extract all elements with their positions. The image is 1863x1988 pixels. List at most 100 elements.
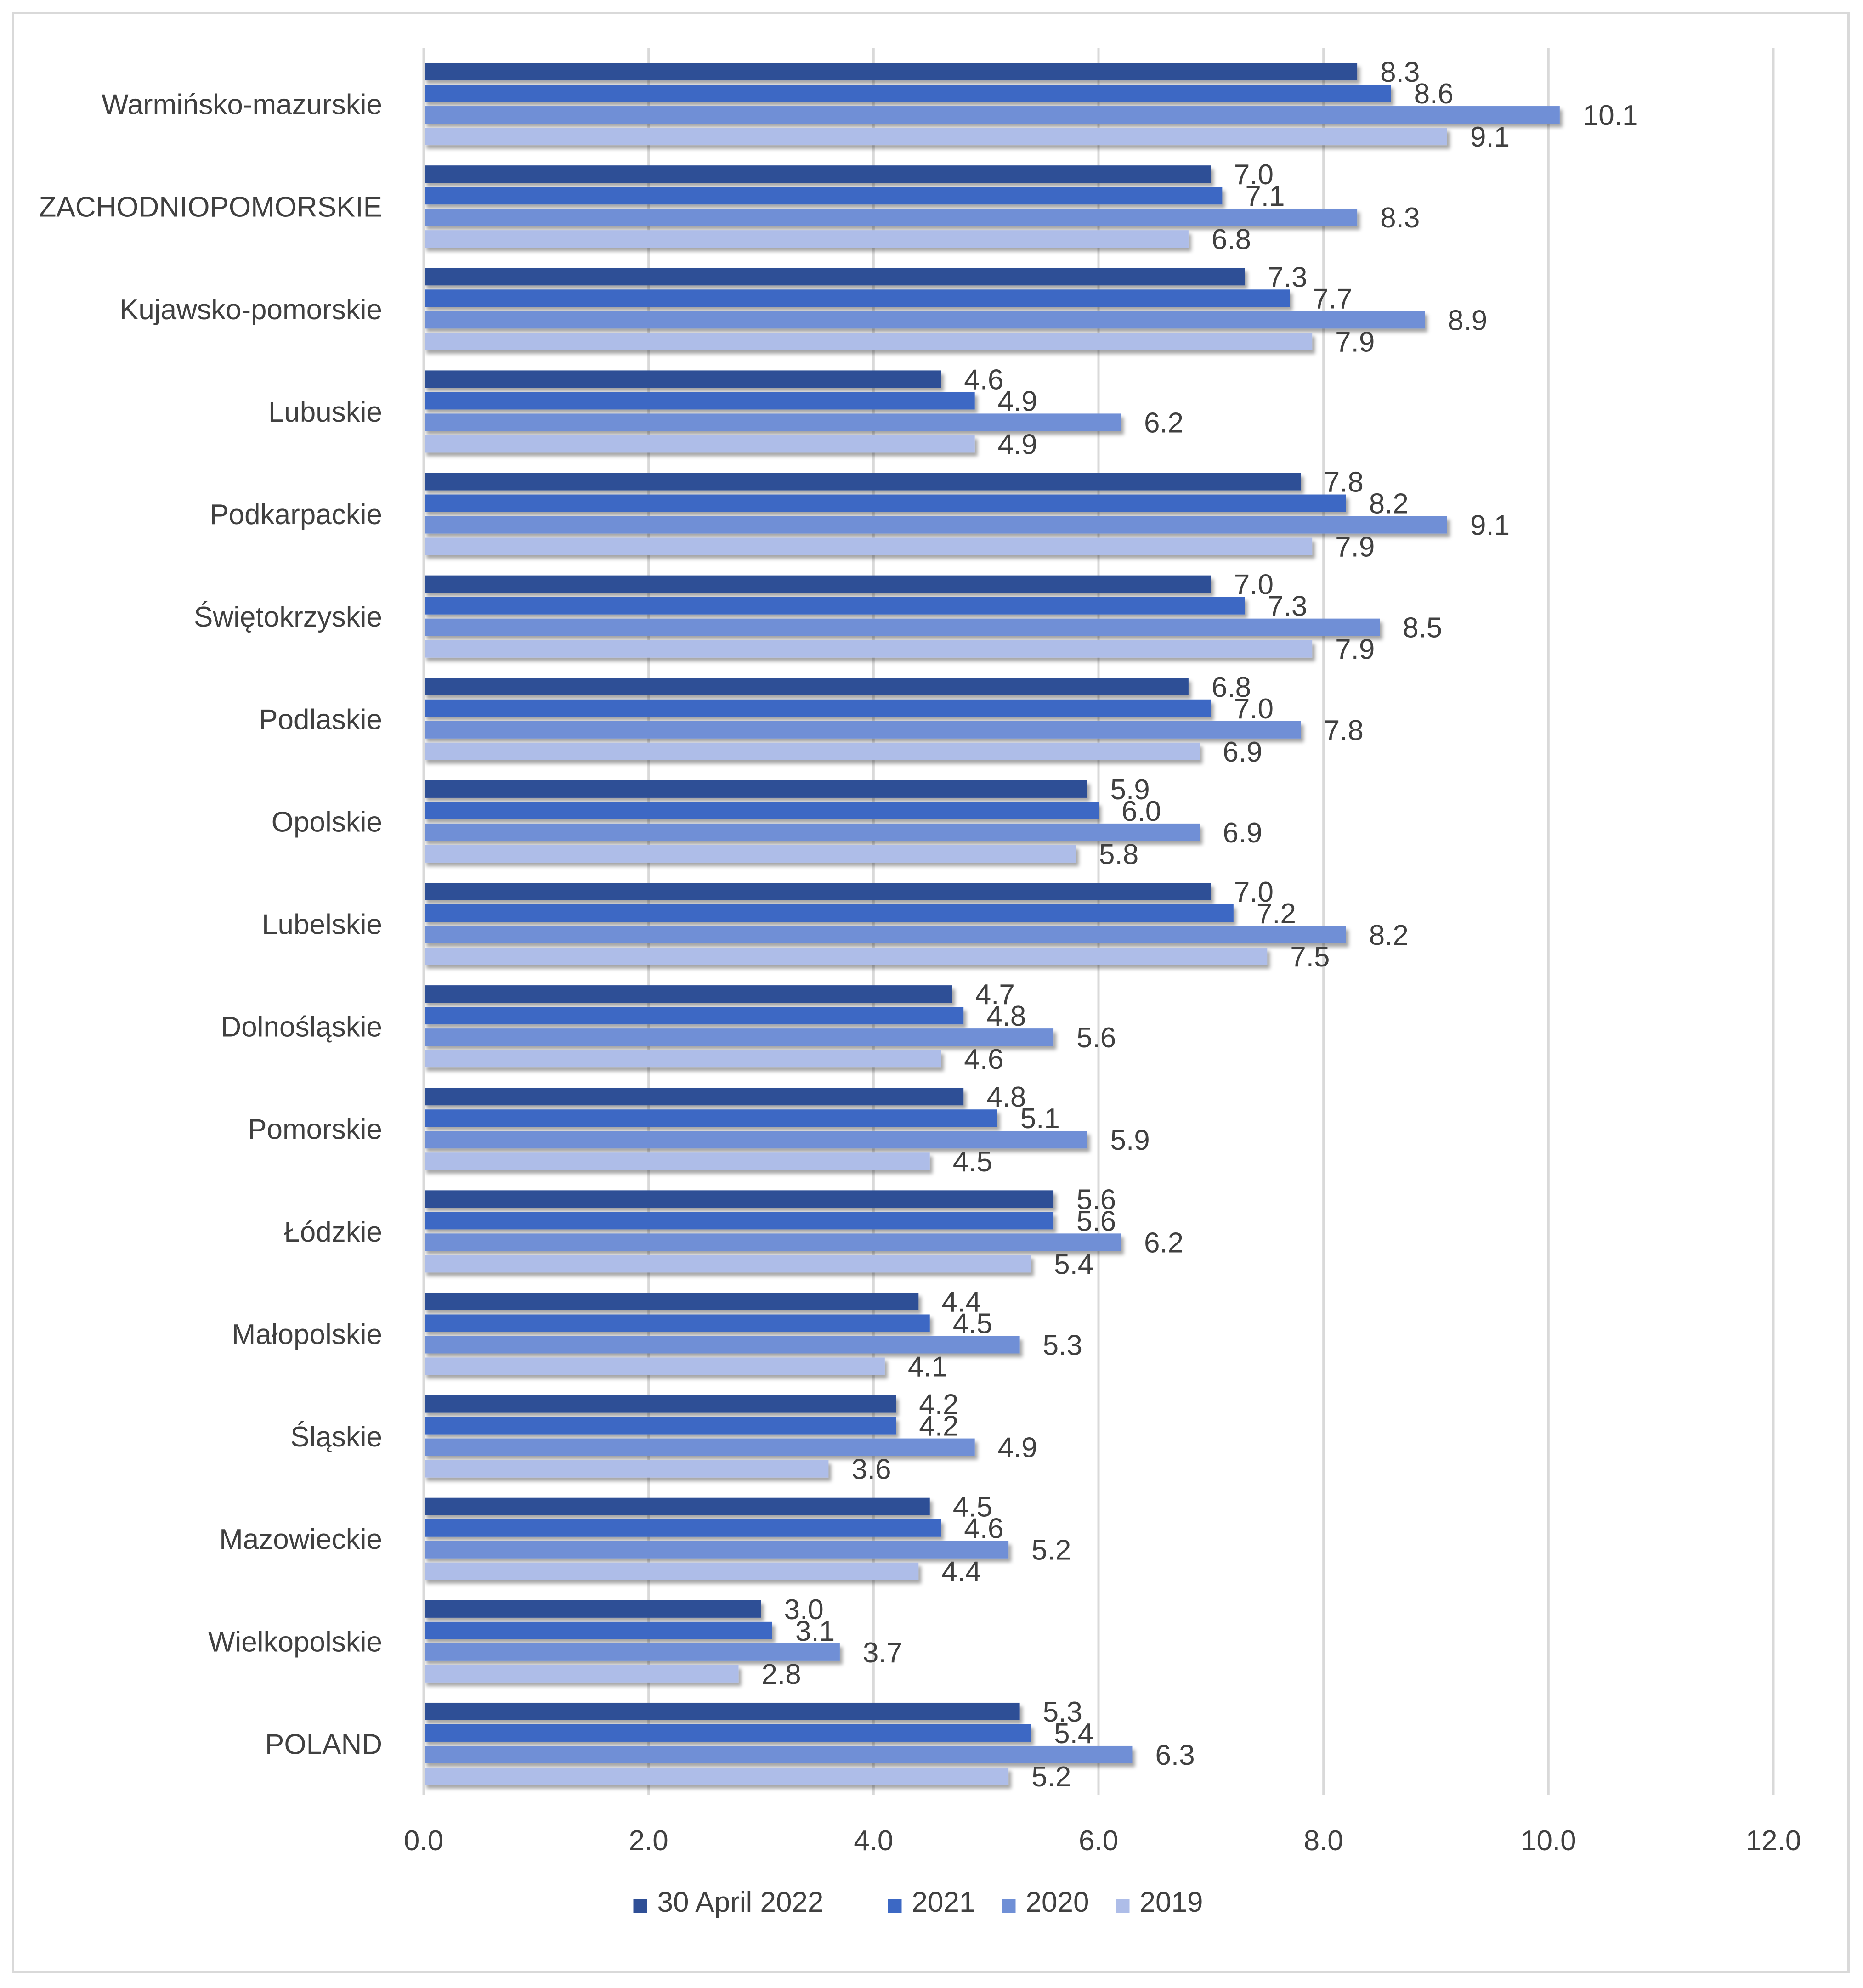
x-tick-label: 12.0	[1746, 1825, 1801, 1857]
bar-1-7	[424, 678, 1189, 695]
bar-3-16	[424, 1643, 840, 1661]
data-label: 7.0	[1234, 693, 1274, 725]
bar-3-17	[424, 1745, 1133, 1763]
data-label: 6.8	[1212, 224, 1251, 255]
legend-swatch-3	[1002, 1899, 1016, 1913]
bar-2-4	[424, 392, 975, 410]
bars	[424, 63, 1560, 1785]
data-label: 4.9	[998, 385, 1037, 417]
legend-label: 30 April 2022	[657, 1886, 824, 1918]
data-label: 4.7	[975, 979, 1015, 1011]
bar-1-1	[424, 63, 1358, 81]
bar-1-3	[424, 268, 1245, 286]
data-label: 8.6	[1414, 78, 1454, 110]
bar-4-8	[424, 845, 1076, 863]
bar-4-15	[424, 1562, 919, 1580]
x-tick-label: 6.0	[1079, 1825, 1118, 1857]
bar-1-11	[424, 1088, 964, 1106]
data-label: 7.0	[1234, 159, 1274, 191]
bar-3-8	[424, 823, 1200, 841]
data-label: 5.8	[1099, 839, 1138, 870]
legend-swatch-2	[888, 1899, 902, 1913]
bar-3-5	[424, 516, 1447, 534]
bar-4-16	[424, 1665, 739, 1683]
bar-1-17	[424, 1702, 1020, 1720]
data-label: 7.0	[1234, 569, 1274, 601]
category-label: Kujawsko-pomorskie	[119, 294, 382, 326]
data-label: 8.2	[1369, 488, 1409, 520]
bar-2-14	[424, 1417, 896, 1435]
category-label: ZACHODNIOPOMORSKIE	[39, 192, 382, 223]
bar-3-2	[424, 209, 1358, 226]
data-label: 4.5	[953, 1491, 992, 1523]
bar-2-1	[424, 85, 1391, 102]
bar-1-9	[424, 883, 1211, 900]
category-label: Podlaskie	[259, 704, 382, 735]
data-label: 4.9	[998, 429, 1037, 460]
category-label: Małopolskie	[232, 1319, 382, 1350]
data-label: 4.5	[953, 1308, 992, 1339]
axes: 0.0 2.0 4.0 6.0 8.0 10.0 12.0 Warmińsko-mazursk…	[39, 48, 1801, 1857]
bar-1-10	[424, 985, 952, 1003]
data-label: 4.4	[941, 1556, 981, 1588]
bar-1-14	[424, 1395, 896, 1413]
data-label: 7.8	[1324, 715, 1364, 746]
data-label: 4.5	[953, 1146, 992, 1178]
category-label: Mazowieckie	[219, 1524, 382, 1555]
data-label: 4.2	[919, 1389, 958, 1421]
data-label: 3.6	[851, 1454, 891, 1485]
data-label: 3.0	[784, 1594, 824, 1626]
bar-2-2	[424, 187, 1223, 205]
bar-3-11	[424, 1131, 1087, 1149]
data-label: 5.9	[1110, 774, 1150, 806]
data-label: 6.0	[1121, 796, 1161, 827]
bar-1-2	[424, 165, 1211, 183]
data-label: 5.6	[1076, 1184, 1116, 1215]
category-label: Opolskie	[272, 806, 382, 838]
data-label: 4.6	[964, 1044, 1003, 1075]
bar-3-15	[424, 1541, 1009, 1559]
legend-label: 2019	[1140, 1886, 1203, 1918]
bar-3-12	[424, 1233, 1121, 1251]
bar-4-6	[424, 640, 1313, 658]
category-label: Podkarpackie	[210, 499, 382, 531]
bar-1-12	[424, 1190, 1054, 1208]
legend-label: 2020	[1026, 1886, 1089, 1918]
data-label: 7.1	[1245, 181, 1285, 212]
data-label: 6.9	[1223, 736, 1262, 768]
bar-1-13	[424, 1293, 919, 1310]
bar-3-14	[424, 1438, 975, 1456]
data-label: 6.3	[1155, 1740, 1195, 1771]
data-label: 4.8	[986, 1000, 1026, 1032]
bar-4-1	[424, 128, 1447, 146]
category-label: Łódzkie	[284, 1216, 382, 1248]
category-label: Śląskie	[290, 1421, 382, 1453]
category-label: Świętokrzyskie	[194, 601, 382, 633]
category-label: POLAND	[265, 1728, 382, 1760]
data-label: 2.8	[762, 1659, 801, 1690]
category-label: Lubelskie	[262, 909, 382, 941]
data-label: 5.3	[1043, 1696, 1082, 1728]
x-tick-label: 0.0	[404, 1825, 443, 1857]
data-label: 5.3	[1043, 1329, 1082, 1361]
x-tick-label: 8.0	[1304, 1825, 1343, 1857]
data-label: 4.2	[919, 1411, 958, 1442]
data-label: 10.1	[1583, 100, 1638, 131]
data-label: 7.9	[1335, 531, 1375, 563]
bar-1-6	[424, 575, 1211, 593]
data-label: 6.8	[1212, 672, 1251, 703]
bar-4-4	[424, 435, 975, 453]
bar-4-11	[424, 1152, 930, 1170]
data-label: 7.7	[1313, 283, 1352, 315]
data-label: 3.7	[863, 1637, 902, 1669]
bar-4-2	[424, 230, 1189, 248]
bar-3-13	[424, 1336, 1020, 1354]
data-label: 4.1	[908, 1351, 947, 1383]
data-label: 6.2	[1144, 1227, 1183, 1259]
category-label: Warmińsko-mazurskie	[102, 89, 382, 121]
data-labels: 8.38.610.19.17.07.18.36.87.37.78.97.94.6…	[762, 56, 1638, 1793]
data-label: 8.3	[1380, 202, 1420, 234]
bar-2-3	[424, 289, 1290, 307]
bar-4-17	[424, 1767, 1009, 1785]
category-label: Dolnośląskie	[221, 1011, 382, 1043]
